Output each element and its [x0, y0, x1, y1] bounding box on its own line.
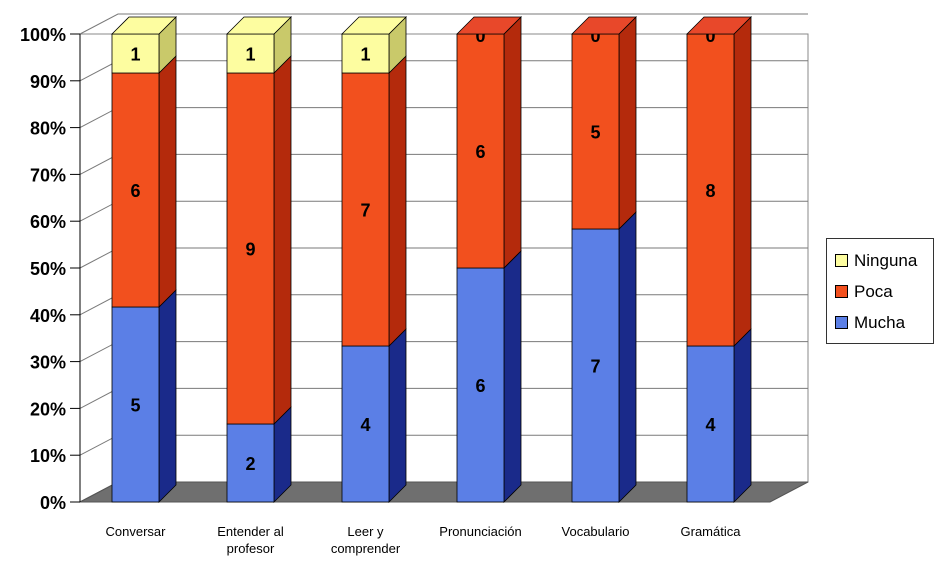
- bar-poca: [686, 33, 735, 347]
- bar-side-poca: [503, 16, 522, 269]
- x-tick-label: Pronunciación: [439, 524, 521, 539]
- y-tick-label: 0%: [40, 493, 66, 513]
- bar-top: [111, 16, 177, 35]
- legend-item-mucha: Mucha: [835, 307, 933, 338]
- data-label-ninguna: 1: [130, 45, 140, 65]
- legend: Ninguna Poca Mucha: [826, 238, 934, 344]
- data-label-mucha: 6: [475, 376, 485, 396]
- legend-item-ninguna: Ninguna: [835, 245, 933, 276]
- bar-poca: [111, 72, 160, 308]
- bar-mucha: [456, 267, 505, 503]
- data-label-poca: 5: [590, 123, 600, 143]
- bar-mucha: [571, 228, 620, 503]
- data-label-ninguna: 0: [705, 26, 715, 46]
- data-label-mucha: 4: [705, 415, 715, 435]
- y-tick-label: 90%: [30, 72, 66, 92]
- bar-side-poca: [158, 55, 177, 308]
- legend-item-poca: Poca: [835, 276, 933, 307]
- data-label-ninguna: 1: [245, 45, 255, 65]
- bar-mucha: [111, 306, 160, 503]
- bar-top: [571, 16, 637, 35]
- data-label-mucha: 5: [130, 396, 140, 416]
- bar-ninguna: [226, 33, 275, 74]
- bar-top: [686, 16, 752, 35]
- y-tick-label: 40%: [30, 306, 66, 326]
- bar-top: [456, 16, 522, 35]
- y-tick-label: 20%: [30, 399, 66, 419]
- bar-side-poca: [618, 16, 637, 230]
- y-tick-label: 60%: [30, 212, 66, 232]
- y-tick-label: 50%: [30, 259, 66, 279]
- data-label-poca: 6: [130, 181, 140, 201]
- bar-side-mucha: [503, 250, 522, 503]
- x-tick-label: comprender: [331, 541, 401, 556]
- y-tick-label: 10%: [30, 446, 66, 466]
- y-tick-label: 100%: [20, 25, 66, 45]
- legend-label-poca: Poca: [854, 281, 893, 301]
- bar-side-poca: [273, 55, 292, 425]
- legend-label-ninguna: Ninguna: [854, 250, 918, 270]
- legend-swatch-poca: [835, 285, 848, 298]
- y-tick-label: 70%: [30, 165, 66, 185]
- bar-ninguna: [111, 33, 160, 74]
- x-tick-label: profesor: [227, 541, 275, 556]
- bar-poca: [571, 33, 620, 230]
- x-tick-label: Leer y: [347, 524, 384, 539]
- data-label-ninguna: 0: [475, 26, 485, 46]
- data-label-ninguna: 1: [360, 45, 370, 65]
- bar-poca: [456, 33, 505, 269]
- bar-mucha: [341, 345, 390, 503]
- gridline: [79, 13, 808, 35]
- data-label-mucha: 7: [590, 357, 600, 377]
- data-label-mucha: 4: [360, 415, 370, 435]
- x-tick-label: Vocabulario: [562, 524, 630, 539]
- bar-side-mucha: [733, 328, 752, 503]
- legend-swatch-mucha: [835, 316, 848, 329]
- bar-side-mucha: [618, 211, 637, 503]
- data-label-poca: 8: [705, 181, 715, 201]
- y-tick-label: 80%: [30, 119, 66, 139]
- bar-side-poca: [388, 55, 407, 347]
- x-tick-label: Conversar: [106, 524, 167, 539]
- bar-mucha: [686, 345, 735, 503]
- bar-top: [341, 16, 407, 35]
- bar-top: [226, 16, 292, 35]
- x-tick-label: Entender al: [217, 524, 284, 539]
- data-label-mucha: 2: [245, 454, 255, 474]
- bar-mucha: [226, 423, 275, 503]
- x-tick-label: Gramática: [681, 524, 742, 539]
- legend-label-mucha: Mucha: [854, 312, 906, 332]
- data-label-ninguna: 0: [590, 26, 600, 46]
- bar-side-poca: [733, 16, 752, 347]
- data-label-poca: 7: [360, 201, 370, 221]
- bar-ninguna: [341, 33, 390, 74]
- legend-swatch-ninguna: [835, 254, 848, 267]
- bar-side-mucha: [158, 289, 177, 503]
- y-tick-label: 30%: [30, 353, 66, 373]
- data-label-poca: 6: [475, 142, 485, 162]
- bar-side-mucha: [388, 328, 407, 503]
- data-label-poca: 9: [245, 240, 255, 260]
- bar-poca: [341, 72, 390, 347]
